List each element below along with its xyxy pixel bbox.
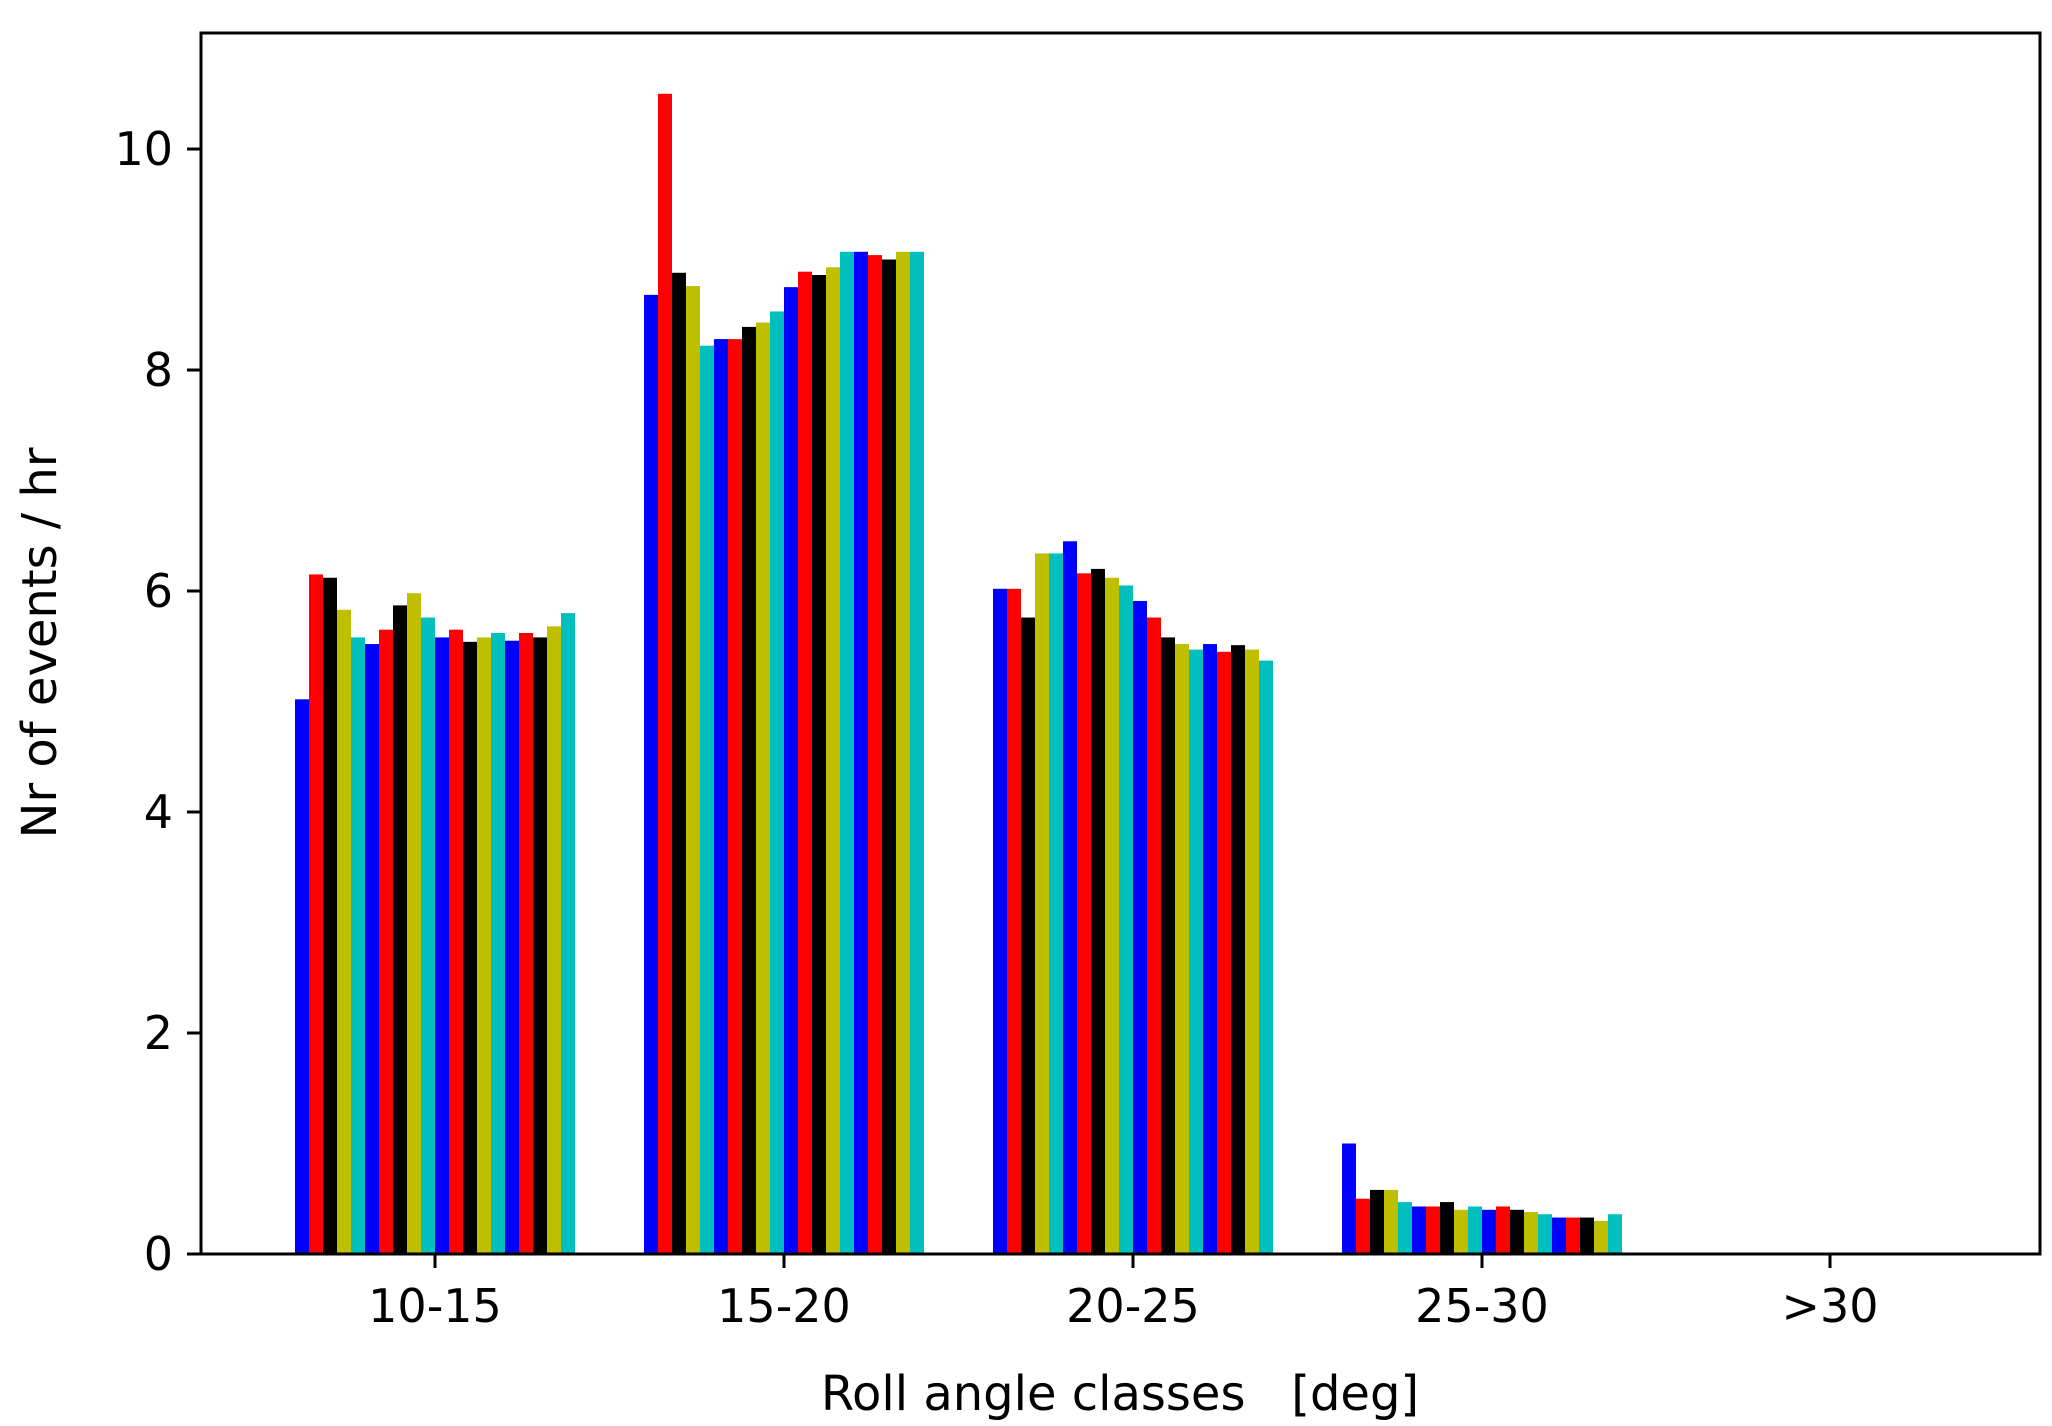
bar — [1217, 651, 1231, 1254]
bar — [505, 640, 519, 1254]
bar — [1496, 1206, 1510, 1254]
bar — [337, 609, 351, 1254]
x-tick-label: 20-25 — [1066, 1279, 1200, 1333]
bar — [1147, 617, 1161, 1254]
bar — [868, 255, 882, 1255]
bar — [1412, 1206, 1426, 1254]
x-axis-label: Roll angle classes [deg] — [821, 1366, 1419, 1422]
y-tick-label: 4 — [144, 785, 173, 839]
bar — [1342, 1143, 1356, 1254]
bar — [672, 272, 686, 1254]
bar — [1063, 541, 1077, 1254]
bar — [1035, 553, 1049, 1254]
bar — [784, 287, 798, 1254]
bar — [1077, 573, 1091, 1254]
bar — [1007, 588, 1021, 1254]
bar — [1384, 1189, 1398, 1254]
bar — [435, 637, 449, 1254]
bar — [1049, 553, 1063, 1254]
bar — [379, 629, 393, 1254]
y-tick-label: 6 — [144, 564, 173, 618]
bar — [1231, 645, 1245, 1254]
bar — [463, 641, 477, 1254]
y-axis-label: Nr of events / hr — [12, 447, 68, 838]
x-tick-label: 15-20 — [717, 1279, 851, 1333]
bar — [1398, 1202, 1412, 1254]
bar — [896, 251, 910, 1255]
bar — [1580, 1217, 1594, 1254]
bar — [1105, 577, 1119, 1254]
bar — [1426, 1206, 1440, 1254]
bar — [770, 311, 784, 1254]
bar — [686, 286, 700, 1254]
bar — [1245, 649, 1259, 1254]
x-tick-label: 10-15 — [368, 1279, 502, 1333]
bar — [407, 593, 421, 1254]
bar — [1566, 1217, 1580, 1254]
bar — [1161, 637, 1175, 1254]
bar — [714, 339, 728, 1255]
bar — [700, 345, 714, 1255]
bar — [1091, 568, 1105, 1254]
bar — [295, 699, 309, 1254]
bar — [993, 588, 1007, 1254]
bar — [1454, 1209, 1468, 1254]
bar — [1259, 660, 1273, 1254]
bar — [1189, 649, 1203, 1254]
x-axis: 10-15 15-20 20-25 25-30 >30 — [368, 1254, 1879, 1333]
bar — [728, 339, 742, 1255]
bar — [533, 637, 547, 1254]
bar — [393, 605, 407, 1254]
bar — [561, 613, 575, 1254]
bar — [1440, 1202, 1454, 1254]
y-axis: 0 2 4 6 8 10 — [114, 122, 201, 1281]
bar — [854, 251, 868, 1255]
bar — [658, 93, 672, 1254]
plot-area-frame — [199, 31, 2042, 1256]
bar — [742, 326, 756, 1254]
y-tick-label: 8 — [144, 343, 173, 397]
bar — [826, 267, 840, 1254]
bar — [1510, 1209, 1524, 1254]
bar — [365, 644, 379, 1254]
bar — [477, 637, 491, 1254]
bar — [421, 617, 435, 1254]
y-tick-label: 10 — [114, 122, 173, 176]
bar — [1175, 644, 1189, 1254]
y-tick-label: 0 — [144, 1227, 173, 1281]
bar — [1538, 1214, 1552, 1254]
bar — [1552, 1217, 1566, 1254]
bar — [449, 629, 463, 1254]
bar — [1356, 1198, 1370, 1254]
y-tick-label: 2 — [144, 1006, 173, 1060]
bar — [910, 251, 924, 1255]
bar — [882, 259, 896, 1254]
bars-group — [295, 93, 1622, 1255]
bar — [840, 251, 854, 1255]
bar — [756, 322, 770, 1254]
bar — [1370, 1189, 1384, 1254]
bar — [1021, 617, 1035, 1254]
bar — [1468, 1206, 1482, 1254]
bar — [519, 633, 533, 1254]
bar — [1524, 1212, 1538, 1254]
bar — [1608, 1214, 1622, 1254]
x-tick-label: 25-30 — [1415, 1279, 1549, 1333]
bar — [644, 294, 658, 1254]
x-tick-label: >30 — [1781, 1279, 1878, 1333]
bar — [1119, 585, 1133, 1254]
bar — [351, 637, 365, 1254]
bar — [309, 574, 323, 1254]
bar — [547, 626, 561, 1254]
bar — [1482, 1209, 1496, 1254]
bar — [1594, 1220, 1608, 1254]
bar — [323, 577, 337, 1254]
bar — [798, 271, 812, 1254]
bar — [812, 274, 826, 1254]
bar — [1133, 600, 1147, 1254]
bar — [491, 633, 505, 1254]
bar — [1203, 644, 1217, 1254]
